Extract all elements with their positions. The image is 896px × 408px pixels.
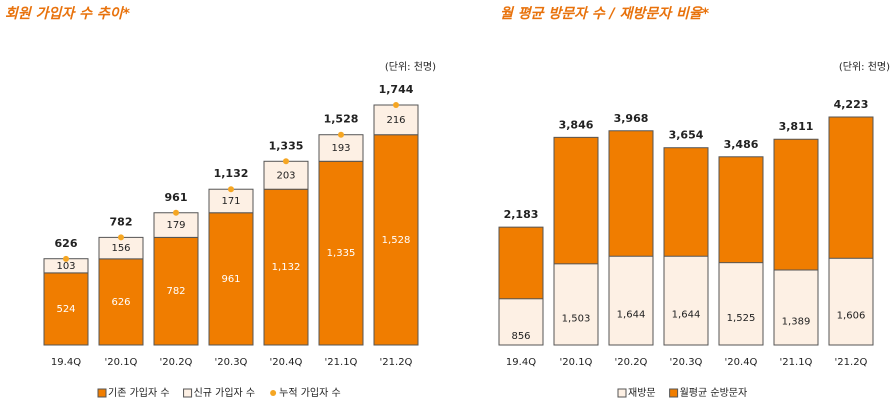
- bar-segment: [43, 272, 89, 346]
- unit-label: (단위: 천명): [385, 60, 436, 73]
- total-label: 1,335: [269, 139, 304, 152]
- chart-title: 월 평균 방문자 수 / 재방문자 비율*: [500, 6, 710, 22]
- legend-label: 재방문: [628, 387, 656, 399]
- cumulative-dot: [173, 209, 179, 216]
- total-label: 3,486: [724, 138, 759, 151]
- total-label: 1,132: [214, 167, 249, 180]
- total-label: 3,968: [614, 112, 649, 125]
- legend-marker: [97, 388, 107, 398]
- x-tick-label: '20.1Q: [105, 357, 138, 368]
- x-tick-label: 19.4Q: [51, 357, 81, 368]
- bar: [828, 257, 874, 346]
- bar-value-label: 193: [331, 143, 350, 154]
- total-label: 626: [55, 237, 78, 250]
- total-label: 782: [110, 215, 133, 228]
- x-tick-label: '21.2Q: [380, 357, 413, 368]
- total-label: 1,528: [324, 113, 359, 126]
- x-tick-label: '20.4Q: [725, 357, 758, 368]
- bar: [773, 269, 819, 346]
- bar-value-label: 1,132: [272, 262, 301, 273]
- bar-value-label: 1,389: [782, 317, 811, 328]
- bar: [718, 262, 764, 346]
- bar-value-label: 1,528: [382, 235, 411, 246]
- x-tick-label: '20.4Q: [270, 357, 303, 368]
- legend-marker: [669, 388, 679, 398]
- x-tick-label: '21.2Q: [835, 357, 868, 368]
- bar-segment: [318, 134, 364, 162]
- x-tick-label: '20.3Q: [670, 357, 703, 368]
- bar: [608, 255, 654, 346]
- cumulative-dot: [393, 102, 399, 108]
- cumulative-dot: [338, 131, 344, 138]
- x-tick-label: 19.4Q: [506, 357, 536, 368]
- bar: [663, 255, 709, 346]
- bar-segment: [373, 134, 419, 346]
- bar-segment: [263, 188, 309, 346]
- x-tick-label: '20.2Q: [160, 357, 193, 368]
- bar-value-label: 524: [56, 304, 75, 315]
- total-label: 2,183: [504, 208, 539, 221]
- bar-value-label: 1,606: [837, 311, 866, 322]
- bar-value-label: 1,503: [562, 313, 591, 324]
- bar-value-label: 171: [221, 196, 240, 207]
- legend-label: 누적 가입자 수: [279, 386, 341, 399]
- bar-value-label: 1,644: [672, 310, 701, 321]
- unit-label: (단위: 천명): [839, 60, 890, 73]
- bar-value-label: 156: [111, 243, 130, 254]
- legend-label: 기존 가입자 수: [108, 386, 170, 399]
- bar-value-label: 1,644: [617, 310, 646, 321]
- total-label: 961: [165, 191, 188, 204]
- x-tick-label: '21.1Q: [325, 357, 358, 368]
- x-tick-label: '20.3Q: [215, 357, 248, 368]
- total-label: 3,846: [559, 118, 594, 131]
- bar-value-label: 782: [166, 286, 185, 297]
- legend-label: 월평균 순방문자: [680, 387, 748, 399]
- chart-title: 회원 가입자 수 추이*: [5, 6, 131, 22]
- bar-value-label: 103: [56, 261, 75, 272]
- legend-marker: [270, 390, 277, 396]
- total-label: 3,654: [669, 129, 704, 142]
- cumulative-dot: [283, 158, 289, 165]
- total-label: 3,811: [779, 120, 814, 133]
- bar-segment: [318, 160, 364, 346]
- bar-value-label: 626: [111, 297, 130, 308]
- x-tick-label: '21.1Q: [780, 357, 813, 368]
- bar-value-label: 961: [221, 274, 240, 285]
- bar: [498, 298, 544, 346]
- x-tick-label: '20.1Q: [560, 357, 593, 368]
- bar-value-label: 179: [166, 220, 185, 231]
- bar-value-label: 856: [511, 331, 530, 342]
- bar: [553, 263, 599, 346]
- cumulative-dot: [63, 255, 69, 262]
- bar-segment: [208, 212, 254, 346]
- bar-value-label: 203: [276, 170, 295, 181]
- bar-segment: [153, 236, 199, 346]
- x-tick-label: '20.2Q: [615, 357, 648, 368]
- total-label: 4,223: [834, 98, 869, 111]
- total-label: 1,744: [379, 83, 414, 96]
- bar-value-label: 1,525: [727, 313, 756, 324]
- legend-label: 신규 가입자 수: [194, 386, 256, 399]
- cumulative-dot: [228, 186, 234, 193]
- bar-value-label: 1,335: [327, 248, 356, 259]
- cumulative-dot: [118, 234, 124, 241]
- legend-marker: [617, 388, 627, 398]
- bar-value-label: 216: [386, 115, 405, 126]
- legend-marker: [183, 388, 193, 398]
